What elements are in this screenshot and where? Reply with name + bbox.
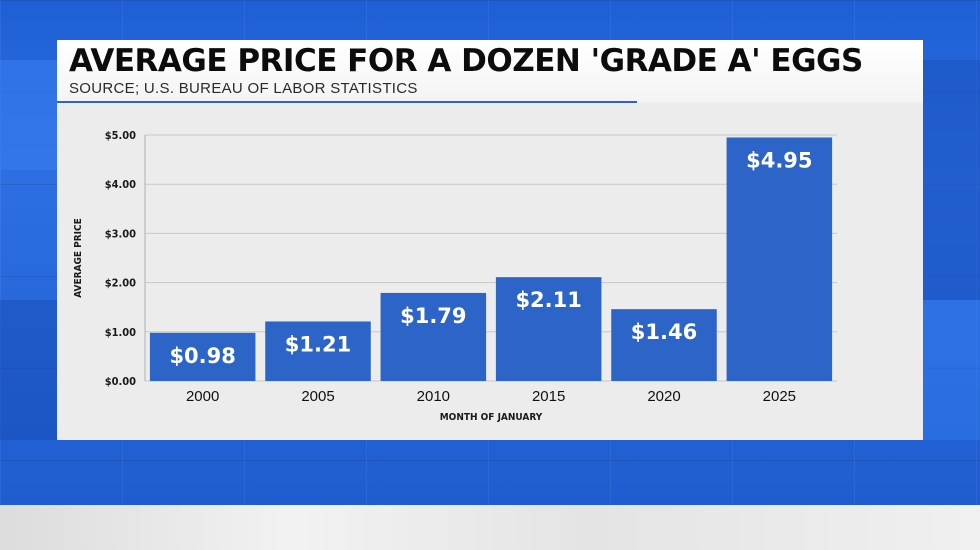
bar-2025 — [726, 137, 833, 381]
background-bottom — [0, 505, 980, 550]
y-tick-label: $1.00 — [105, 326, 136, 339]
data-label: $1.46 — [631, 320, 697, 344]
chart-area: $0.00 $1.00 $2.00 $3.00 $4.00 $5.00 $0.98 2000… — [57, 103, 923, 440]
y-tick-label: $4.00 — [105, 178, 136, 191]
header-rule — [57, 101, 637, 103]
y-tick-label: $2.00 — [105, 277, 136, 290]
data-label: $1.79 — [400, 304, 466, 328]
x-tick-label: 2005 — [301, 388, 334, 405]
x-axis-title: MONTH OF JANUARY — [440, 412, 543, 423]
y-tick-label: $3.00 — [105, 227, 136, 240]
data-label: $2.11 — [515, 288, 581, 312]
x-tick-label: 2015 — [532, 388, 565, 405]
chart-panel: AVERAGE PRICE FOR A DOZEN 'GRADE A' EGGS… — [57, 40, 923, 440]
data-label: $0.98 — [169, 344, 235, 368]
bar-2000 — [149, 332, 256, 381]
x-tick-label: 2010 — [417, 388, 450, 405]
y-tick-label: $5.00 — [105, 129, 136, 142]
y-tick-label: $0.00 — [105, 375, 136, 388]
bar-2020 — [611, 309, 717, 381]
bar-chart: $0.00 $1.00 $2.00 $3.00 $4.00 $5.00 $0.98 2000… — [73, 129, 837, 423]
bar-2015 — [495, 277, 602, 381]
chart-header: AVERAGE PRICE FOR A DOZEN 'GRADE A' EGGS… — [57, 40, 923, 102]
y-axis-title: AVERAGE PRICE — [73, 218, 84, 298]
x-tick-label: 2025 — [763, 388, 796, 405]
x-tick-label: 2000 — [186, 388, 219, 405]
bar-2010 — [380, 292, 487, 381]
data-label: $1.21 — [285, 332, 351, 356]
chart-subtitle: SOURCE; U.S. BUREAU OF LABOR STATISTICS — [69, 80, 418, 97]
bar-2005 — [265, 321, 371, 381]
data-label: $4.95 — [746, 148, 812, 172]
x-tick-label: 2020 — [647, 388, 680, 405]
chart-title: AVERAGE PRICE FOR A DOZEN 'GRADE A' EGGS — [69, 43, 863, 79]
